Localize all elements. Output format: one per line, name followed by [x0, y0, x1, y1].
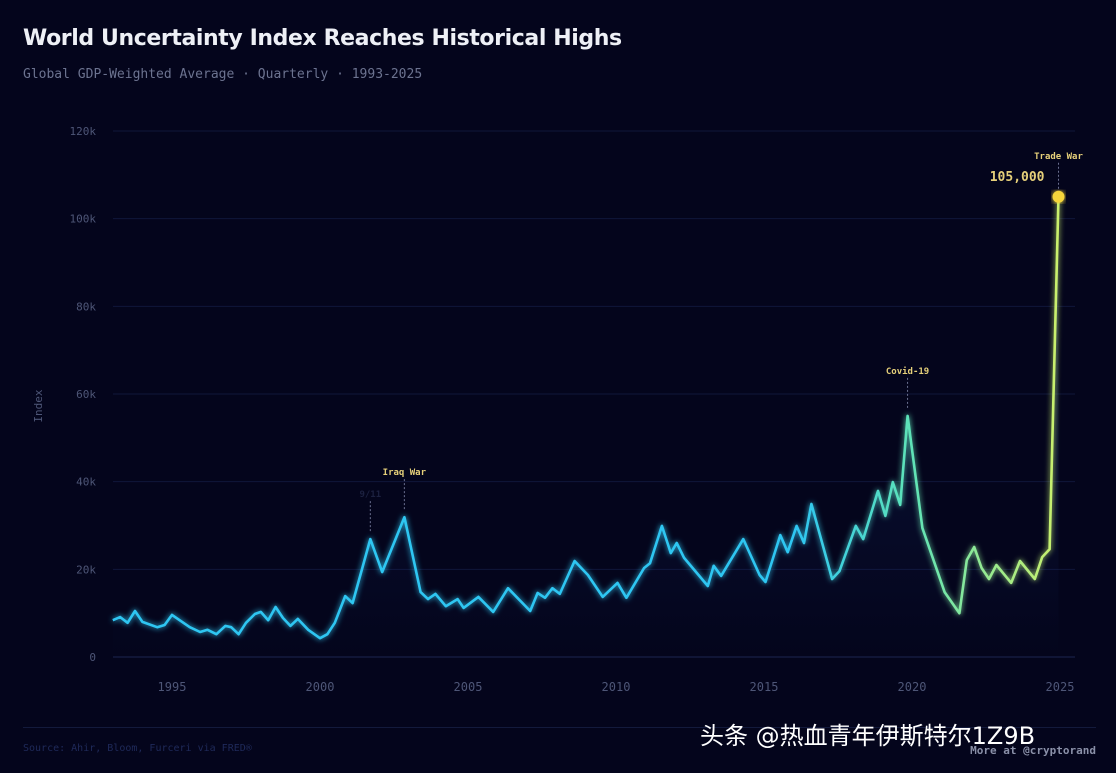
y-tick-label: 80k	[76, 300, 96, 313]
more-link[interactable]: More at @cryptorand	[970, 744, 1096, 757]
x-tick-label: 2015	[750, 680, 779, 694]
x-tick-label: 2010	[602, 680, 631, 694]
series-line	[112, 196, 1060, 640]
y-axis-label: Index	[32, 389, 45, 422]
annotation-label: 9/11	[359, 490, 381, 500]
highlight-point[interactable]	[1052, 190, 1065, 203]
annotation-label: Covid-19	[886, 366, 929, 377]
y-tick-label: 20k	[76, 563, 96, 576]
annotation-label: Trade War	[1034, 152, 1083, 162]
y-tick-label: 0	[89, 651, 96, 664]
series-area	[112, 196, 1059, 658]
annotation-value: 105,000	[990, 170, 1045, 185]
x-tick-label: 2020	[898, 680, 927, 694]
footer-divider	[23, 727, 1096, 728]
watermark: 头条 @热血青年伊斯特尔1Z9B	[700, 722, 1036, 750]
y-tick-label: 120k	[70, 125, 97, 138]
y-tick-label: 100k	[70, 213, 97, 226]
y-tick-label: 60k	[76, 388, 96, 401]
chart-subtitle: Global GDP-Weighted Average · Quarterly …	[23, 67, 423, 82]
annotation-label: Iraq War	[383, 468, 427, 478]
x-tick-label: 2025	[1046, 680, 1075, 694]
source-note: Source: Ahir, Bloom, Furceri via FRED®	[23, 743, 252, 754]
chart-title: World Uncertainty Index Reaches Historic…	[23, 26, 622, 51]
x-tick-label: 2005	[454, 680, 483, 694]
y-tick-label: 40k	[76, 476, 96, 489]
x-tick-label: 2000	[306, 680, 335, 694]
x-tick-label: 1995	[158, 680, 187, 694]
